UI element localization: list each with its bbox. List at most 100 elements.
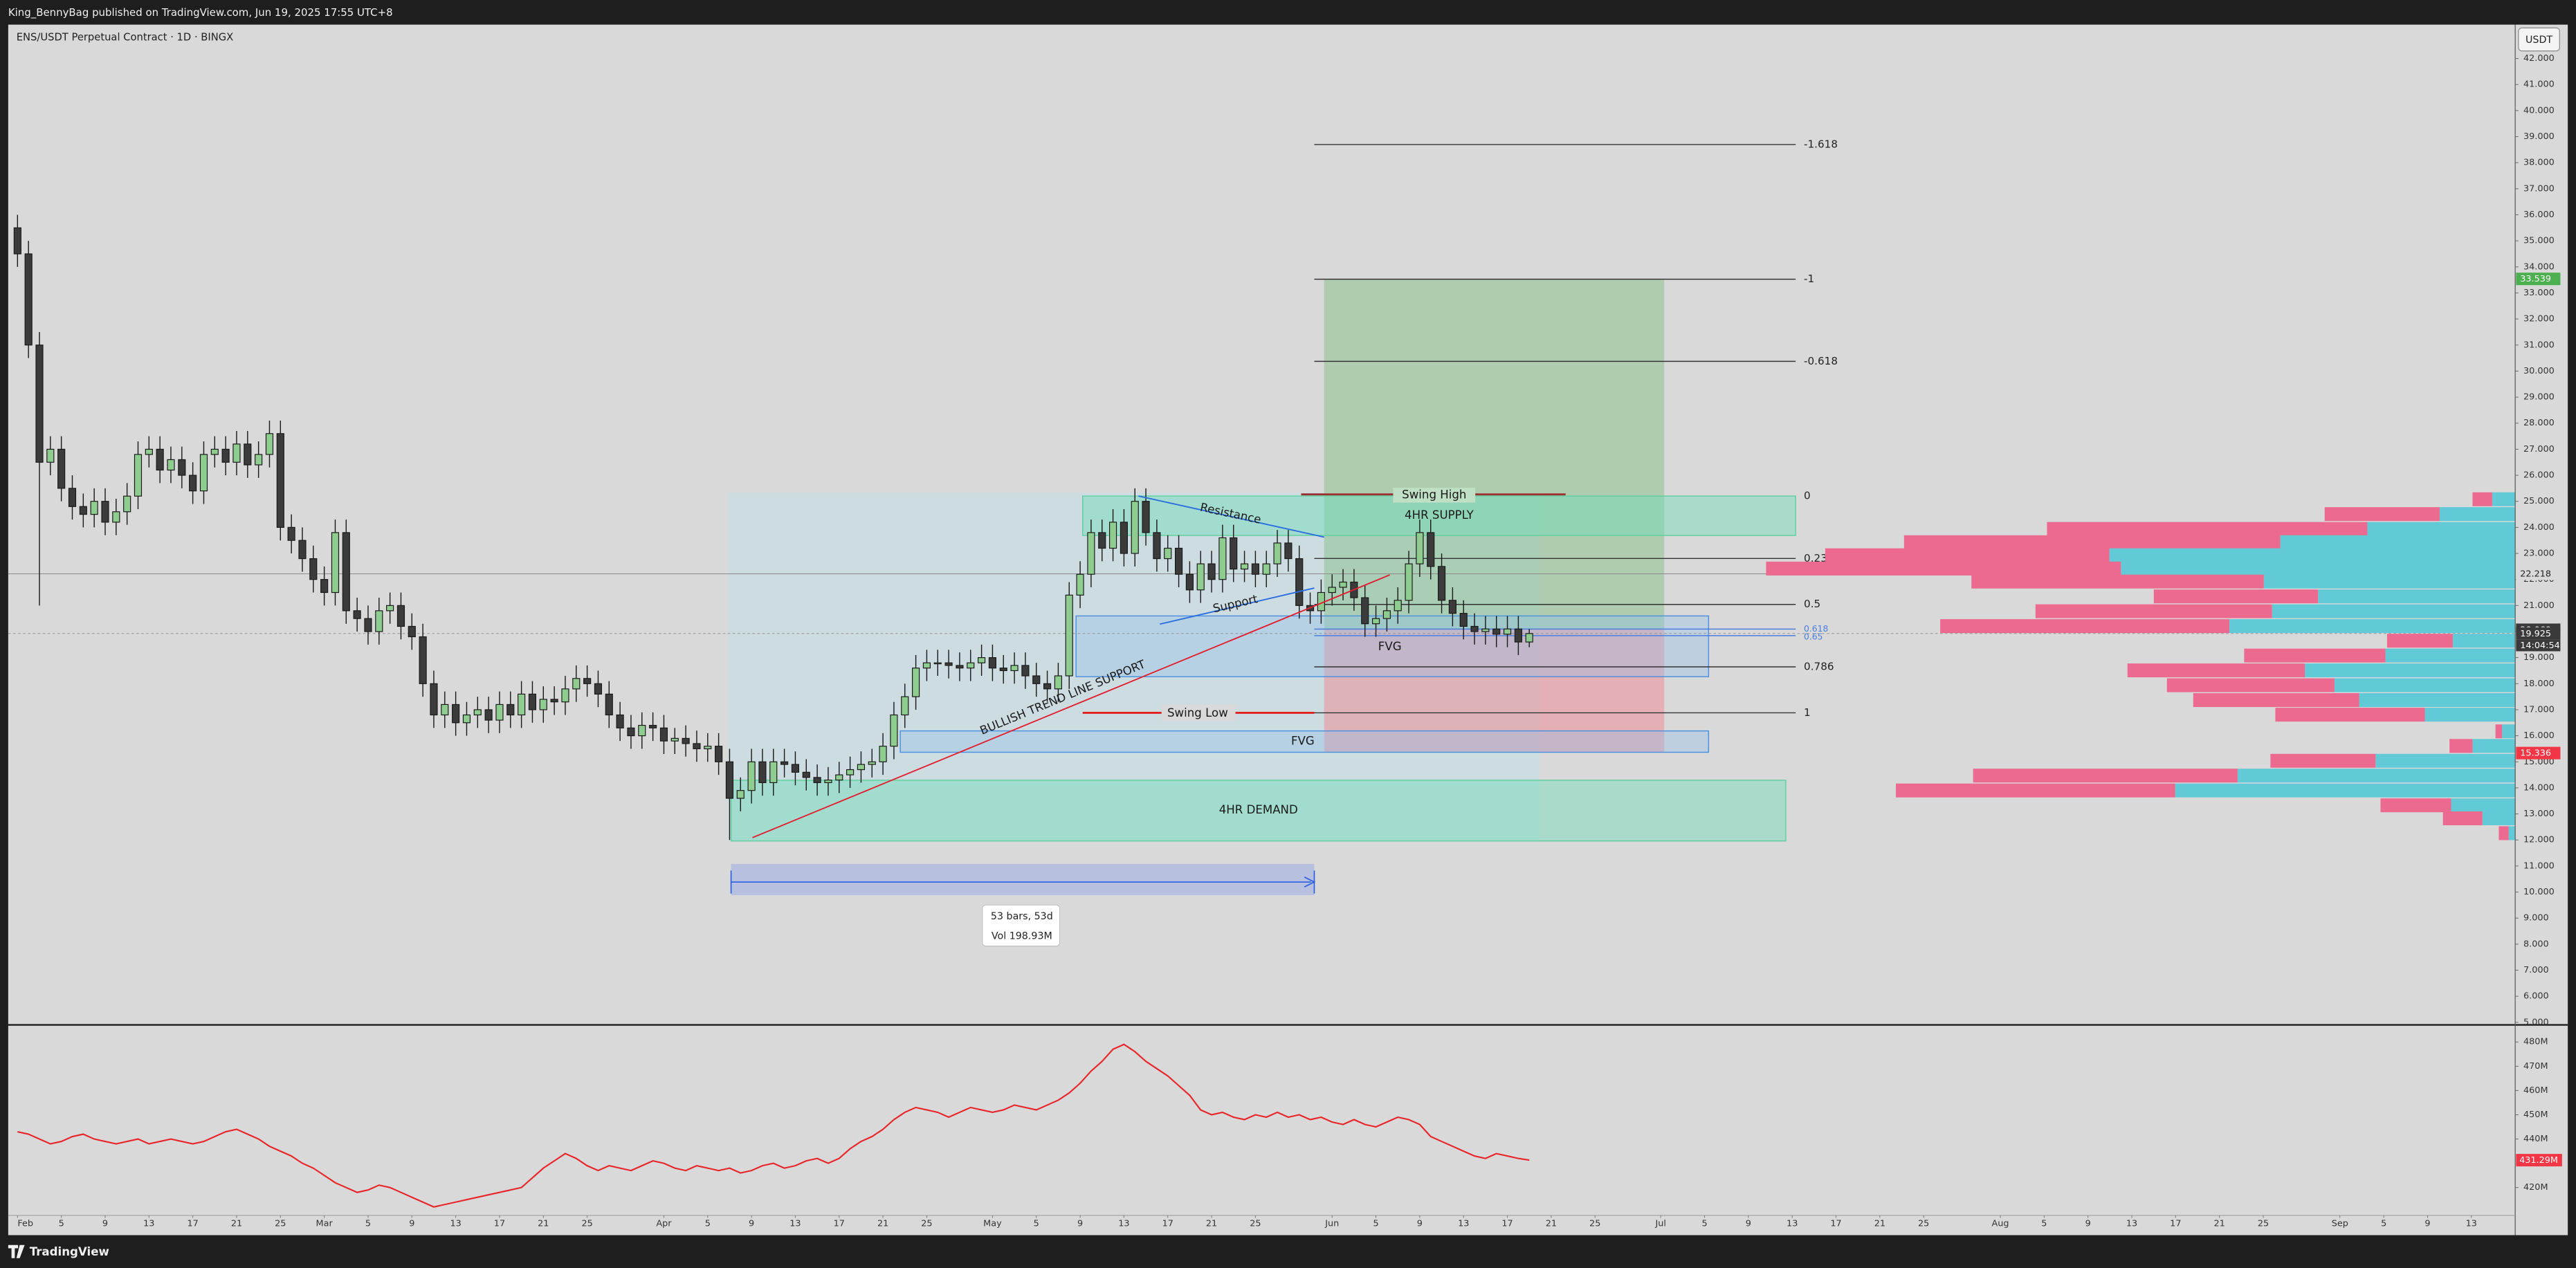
candle-body bbox=[309, 558, 318, 580]
candle-body bbox=[1251, 563, 1259, 575]
x-tick-label: 13 bbox=[1118, 1218, 1129, 1229]
x-tick-label: 25 bbox=[1589, 1218, 1600, 1229]
candle-body bbox=[24, 253, 33, 346]
y-tick-label: 19.000 bbox=[2523, 652, 2555, 663]
profile-buy bbox=[2482, 811, 2516, 826]
profile-sell bbox=[2499, 826, 2509, 840]
y-tick-label: 35.000 bbox=[2523, 236, 2555, 246]
profile-sell bbox=[1973, 769, 2238, 783]
support-line bbox=[1160, 587, 1315, 625]
profile-sell bbox=[2244, 648, 2386, 663]
x-tick-label: Jun bbox=[1324, 1218, 1339, 1229]
swing-low-label-bg bbox=[1161, 704, 1236, 722]
profile-buy bbox=[2508, 826, 2516, 840]
swing-high-label-bg bbox=[1393, 488, 1476, 503]
fib-label: 0.65 bbox=[1804, 632, 1823, 642]
candle-body bbox=[364, 618, 372, 632]
candle-body bbox=[210, 448, 219, 455]
x-tick-label: 17 bbox=[2170, 1218, 2181, 1229]
x-tick-label: 17 bbox=[1501, 1218, 1513, 1229]
profile-buy bbox=[2305, 663, 2516, 678]
swing-low-label: Swing Low bbox=[1167, 706, 1228, 719]
profile-sell bbox=[1766, 561, 2121, 576]
profile-buy bbox=[2318, 589, 2516, 604]
candle-body bbox=[1295, 558, 1304, 606]
x-tick-label: 9 bbox=[2424, 1218, 2430, 1229]
candle-body bbox=[561, 688, 569, 703]
candle-body bbox=[1339, 581, 1347, 588]
candle-body bbox=[1076, 573, 1084, 596]
candle-body bbox=[167, 459, 175, 471]
profile-sell bbox=[2495, 724, 2503, 739]
profile-buy bbox=[2334, 678, 2516, 692]
x-tick-label: 9 bbox=[1746, 1218, 1751, 1229]
candle-body bbox=[1240, 563, 1249, 570]
profile-buy bbox=[2121, 561, 2516, 576]
y-tick-label: 18.000 bbox=[2523, 679, 2555, 689]
candle-body bbox=[1207, 563, 1216, 580]
volume-badge-label: 431.29M bbox=[2519, 1155, 2558, 1166]
candle-body bbox=[1142, 501, 1150, 533]
candle-body bbox=[452, 704, 460, 724]
candles bbox=[13, 214, 1533, 840]
y-tick-label: 16.000 bbox=[2523, 731, 2555, 741]
x-tick-label: 25 bbox=[275, 1218, 286, 1229]
x-tick-label: 25 bbox=[921, 1218, 932, 1229]
candle-body bbox=[1131, 501, 1139, 554]
x-tick-label: 9 bbox=[749, 1218, 754, 1229]
x-tick-label: 13 bbox=[450, 1218, 461, 1229]
x-tick-label: 17 bbox=[834, 1218, 845, 1229]
profile-sell bbox=[2449, 739, 2473, 753]
candle-body bbox=[1470, 625, 1479, 632]
y-tick-label: 40.000 bbox=[2523, 105, 2555, 116]
zone-label: FVG bbox=[1378, 640, 1402, 653]
candle-body bbox=[944, 662, 953, 666]
candle-body bbox=[408, 625, 416, 638]
candle-body bbox=[528, 693, 537, 710]
candle-body bbox=[419, 636, 427, 684]
profile-sell bbox=[1825, 548, 2110, 562]
zone-label: 4HR DEMAND bbox=[1219, 803, 1298, 816]
y-tick-label: 14.000 bbox=[2523, 782, 2555, 793]
candle-body bbox=[704, 746, 712, 750]
candle-body bbox=[68, 488, 77, 507]
price-badge-label: 22.218 bbox=[2520, 569, 2551, 579]
price-badge bbox=[2516, 627, 2561, 640]
x-tick-label: Feb bbox=[17, 1218, 33, 1229]
x-tick-label: Sep bbox=[2332, 1218, 2348, 1229]
candle-body bbox=[265, 433, 274, 455]
candle-body bbox=[1284, 542, 1292, 560]
candle-body bbox=[1481, 628, 1490, 632]
candle-body bbox=[1262, 563, 1270, 575]
candle-body bbox=[813, 777, 821, 783]
profile-sell bbox=[2127, 663, 2305, 678]
x-tick-label: 5 bbox=[1034, 1218, 1039, 1229]
candle-body bbox=[1503, 628, 1512, 635]
candle-body bbox=[1109, 522, 1117, 549]
x-tick-label: 21 bbox=[231, 1218, 242, 1229]
candle-body bbox=[824, 780, 832, 783]
candle-body bbox=[1196, 563, 1205, 591]
candle-body bbox=[670, 737, 679, 742]
volume-tick-label: 470M bbox=[2523, 1061, 2548, 1072]
candle-body bbox=[276, 433, 284, 528]
candle-body bbox=[802, 771, 810, 778]
candle-body bbox=[1525, 633, 1533, 643]
price-badge-label: 33.539 bbox=[2520, 274, 2551, 284]
candle-body bbox=[616, 714, 624, 728]
y-tick-label: 42.000 bbox=[2523, 53, 2555, 64]
candle-body bbox=[1371, 618, 1380, 625]
y-tick-label: 27.000 bbox=[2523, 444, 2555, 454]
candle-body bbox=[978, 657, 986, 663]
fib-label: 0.618 bbox=[1804, 624, 1828, 634]
candle-body bbox=[922, 662, 931, 669]
y-tick-label: 24.000 bbox=[2523, 522, 2555, 533]
volume-profile bbox=[1766, 492, 2516, 840]
candle-body bbox=[1043, 683, 1052, 690]
candle-body bbox=[1448, 600, 1456, 614]
candle-body bbox=[473, 709, 482, 716]
candle-body bbox=[1361, 597, 1369, 625]
y-tick-label: 8.000 bbox=[2523, 939, 2549, 949]
x-tick-label: 9 bbox=[2085, 1218, 2091, 1229]
